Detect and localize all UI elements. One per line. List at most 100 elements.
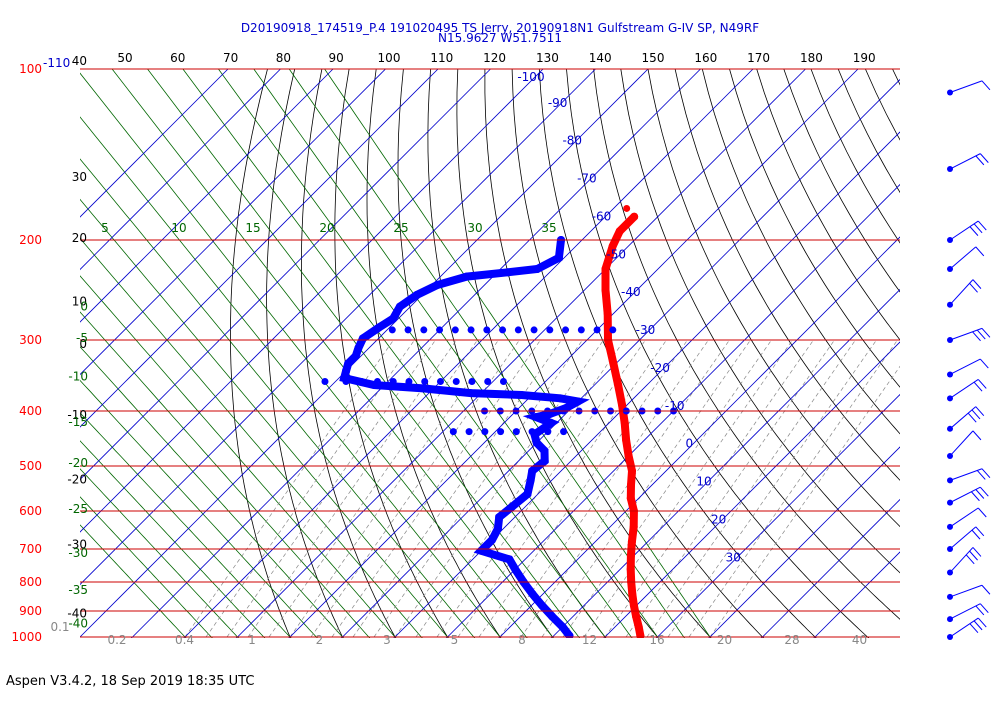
- top-axis-label: 140: [589, 51, 612, 65]
- moist-adiabat: [112, 69, 562, 649]
- pressure-label: 300: [19, 333, 42, 347]
- dewpoint-point: [565, 632, 573, 640]
- dewpoint-scatter-point: [437, 378, 444, 385]
- dewpoint-point: [532, 413, 540, 421]
- dewpoint-scatter-point: [531, 326, 538, 333]
- isotherm-label: -50: [606, 247, 626, 261]
- isotherm: [593, 56, 1000, 649]
- dewpoint-scatter-point: [436, 326, 443, 333]
- wind-barb-feather: [973, 431, 981, 440]
- top-axis-label: 50: [117, 51, 132, 65]
- temperature-point: [604, 310, 612, 318]
- mixing-ratio-line: [689, 340, 898, 637]
- top-axis-label: 190: [853, 51, 876, 65]
- dewpoint-scatter-point: [529, 428, 536, 435]
- moist-adiabat-label: 25: [393, 221, 408, 235]
- wind-barb-feather: [971, 492, 979, 501]
- pressure-label: 100: [19, 62, 42, 76]
- dewpoint-point: [517, 391, 525, 399]
- wind-barb-feather: [976, 527, 984, 536]
- wind-barb-staff: [950, 431, 973, 456]
- moist-adiabat: [0, 69, 275, 649]
- wind-barb-feather: [973, 547, 981, 556]
- dewpoint-scatter-point: [421, 378, 428, 385]
- isotherm: [173, 56, 766, 649]
- dewpoint-scatter-point: [562, 326, 569, 333]
- moist-adiabat: [254, 69, 666, 649]
- wind-barb-feather: [972, 410, 980, 419]
- wind-barb-feather: [976, 489, 984, 498]
- pressure-label: 400: [19, 404, 42, 418]
- wind-barb-feather: [973, 280, 981, 289]
- plot-clipped: [0, 56, 1000, 649]
- isotherm: [121, 56, 714, 649]
- wind-barb-feather: [970, 624, 978, 633]
- temperature-point: [609, 360, 617, 368]
- wind-barb-staff: [950, 487, 980, 502]
- dewpoint-scatter-point: [609, 326, 616, 333]
- temperature-point: [632, 612, 640, 620]
- dewpoint-point: [540, 447, 548, 455]
- dry-adiabat: [367, 69, 508, 649]
- wind-barb-feather: [978, 221, 986, 230]
- isotherm-label: -100: [517, 70, 544, 84]
- top-axis-label: 60: [170, 51, 185, 65]
- moist-adiabat: [0, 69, 432, 649]
- temperature-point: [627, 494, 635, 502]
- wind-barb-feather: [982, 81, 990, 90]
- dewpoint-scatter-point: [358, 378, 365, 385]
- top-axis-label: 120: [483, 51, 506, 65]
- moist-adiabat-label: 20: [319, 221, 334, 235]
- dewpoint-point: [354, 344, 362, 352]
- dewpoint-scatter-point: [560, 428, 567, 435]
- top-axis-label: 180: [800, 51, 823, 65]
- wind-barb-staff: [950, 508, 978, 527]
- dewpoint-scatter-point: [499, 326, 506, 333]
- moist-adiabat: [218, 69, 640, 649]
- dewpoint-point: [389, 315, 397, 323]
- temperature-point: [627, 481, 635, 489]
- left-green-label: -20: [68, 456, 88, 470]
- isotherm: [0, 56, 346, 649]
- dewpoint-point: [477, 547, 485, 555]
- temperature-point: [618, 401, 626, 409]
- dewpoint-point: [547, 419, 555, 427]
- dewpoint-point: [488, 536, 496, 544]
- mixing-ratio-line: [542, 340, 751, 637]
- dewpoint-scatter-point: [450, 428, 457, 435]
- mixing-ratio-label: 8: [518, 633, 526, 647]
- dewpoint-scatter-point: [342, 378, 349, 385]
- dewpoint-scatter-point: [468, 378, 475, 385]
- wind-barb-feather: [970, 551, 978, 560]
- wind-barb-feather: [978, 379, 986, 388]
- moist-adiabat: [77, 69, 536, 649]
- dewpoint-point: [528, 467, 536, 475]
- dewpoint-point: [413, 291, 421, 299]
- dewpoint-point: [495, 513, 503, 521]
- dewpoint-scatter-point: [544, 428, 551, 435]
- temperature-point: [628, 467, 636, 475]
- wind-barb-staff: [950, 359, 980, 374]
- pressure-label: 600: [19, 504, 42, 518]
- top-axis-label: 90: [329, 51, 344, 65]
- top-axis-label: 130: [536, 51, 559, 65]
- dewpoint-point: [433, 281, 441, 289]
- left-green-label: 0: [80, 300, 88, 314]
- mixing-ratio-label: 1: [248, 633, 256, 647]
- wind-barb-staff: [950, 247, 976, 269]
- dewpoint-scatter-point: [420, 326, 427, 333]
- wind-barb-feather: [976, 407, 984, 416]
- temperature-point: [614, 381, 622, 389]
- wind-barb-feather: [980, 359, 988, 368]
- wind-barb-feather: [974, 621, 982, 630]
- isotherm-label: -90: [548, 96, 568, 110]
- dry-adiabat: [230, 69, 295, 649]
- wind-barb-feather: [970, 227, 978, 236]
- dewpoint-scatter-point: [405, 326, 412, 333]
- isotherm-label: -10: [665, 399, 685, 413]
- dewpoint-scatter-point: [578, 326, 585, 333]
- temperature-point: [636, 632, 644, 640]
- isotherm-label: -70: [577, 172, 597, 186]
